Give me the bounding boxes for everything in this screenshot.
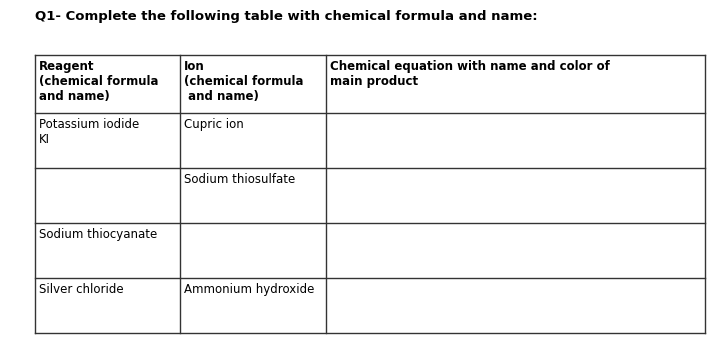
Text: Reagent
(chemical formula
and name): Reagent (chemical formula and name) <box>39 60 158 103</box>
Text: Chemical equation with name and color of
main product: Chemical equation with name and color of… <box>330 60 610 88</box>
Text: Sodium thiosulfate: Sodium thiosulfate <box>184 173 296 186</box>
Text: Ammonium hydroxide: Ammonium hydroxide <box>184 283 315 296</box>
Text: Sodium thiocyanate: Sodium thiocyanate <box>39 228 157 241</box>
Text: Q1- Complete the following table with chemical formula and name:: Q1- Complete the following table with ch… <box>35 10 538 23</box>
Text: Potassium iodide
KI: Potassium iodide KI <box>39 118 139 146</box>
Text: Silver chloride: Silver chloride <box>39 283 124 296</box>
Text: Cupric ion: Cupric ion <box>184 118 244 131</box>
Text: Ion
(chemical formula
 and name): Ion (chemical formula and name) <box>184 60 304 103</box>
